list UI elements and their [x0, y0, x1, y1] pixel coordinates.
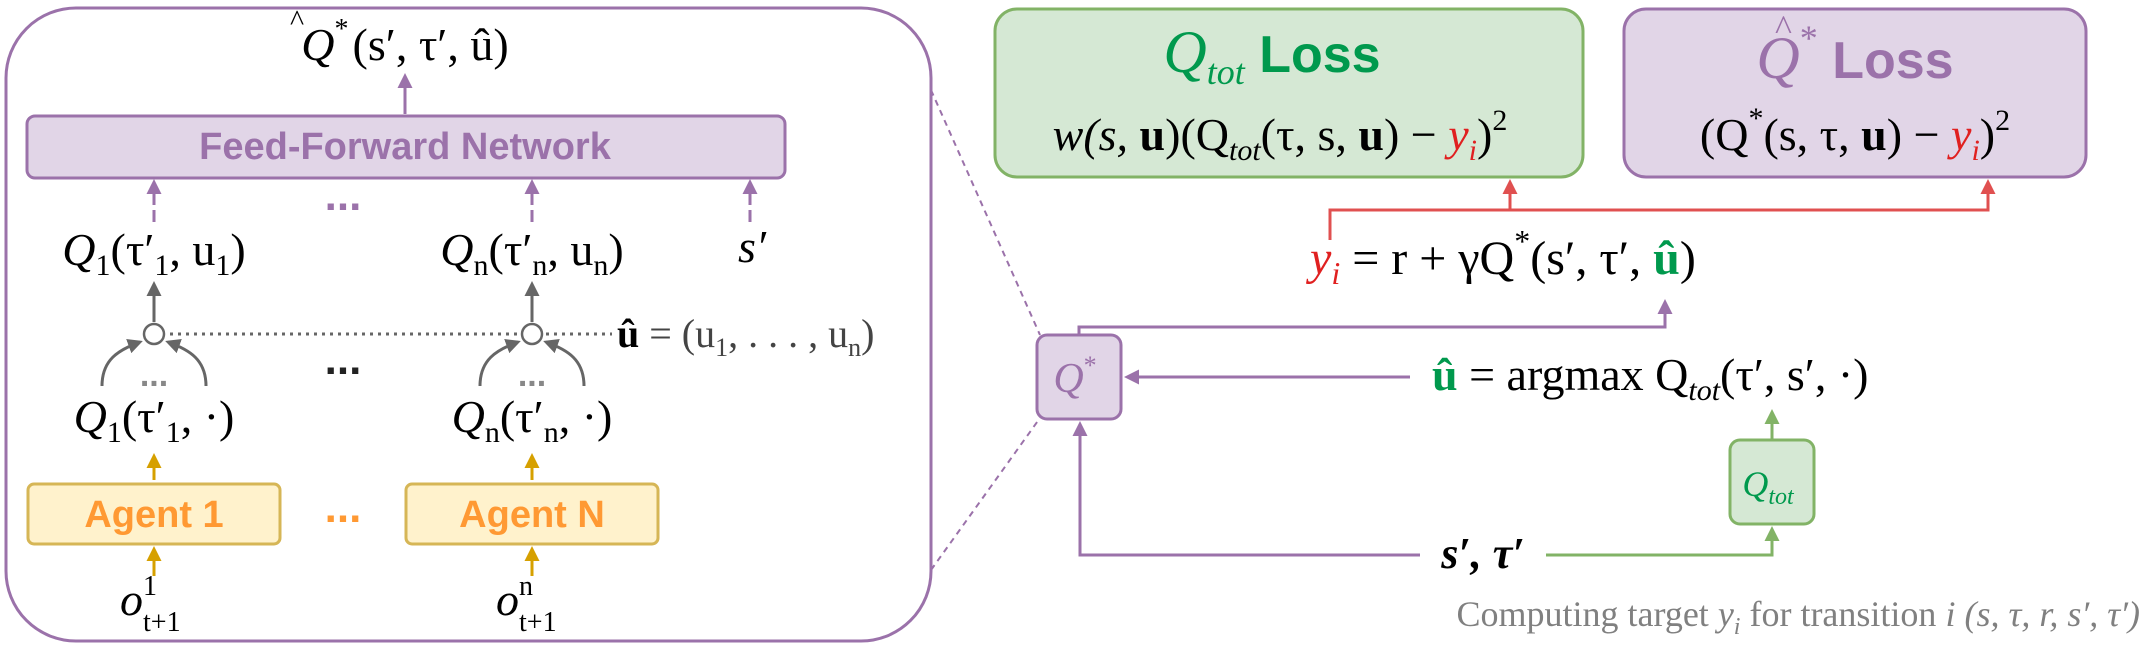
qstar-node-label: Q*	[1053, 351, 1096, 402]
argmax-node-1	[142, 322, 166, 346]
qn-chosen-value-label: Qn(τ′n, un)	[440, 224, 623, 282]
zoom-line-top	[930, 89, 1041, 336]
qstar-loss-formula: (Q*(s, τ, u) − yi)2	[1700, 102, 2010, 167]
agentn-curve-ellipsis: ...	[518, 356, 546, 394]
argmax-node-n	[520, 322, 544, 346]
next-state-trajectory-label: s′, τ′	[1440, 529, 1524, 578]
agent-1-label: Agent 1	[84, 494, 223, 536]
qtot-node-label: Qtot	[1742, 464, 1795, 510]
agentn-curve-right	[543, 339, 586, 387]
qn-utility-label: Qn(τ′n, ·)	[452, 391, 613, 449]
agent-n-label: Agent N	[459, 494, 605, 536]
agentn-curve-left	[478, 339, 521, 387]
qtot-loss-box	[993, 7, 1585, 179]
mixer-output-label: Q*(s′, τ′, û)	[301, 14, 508, 70]
q1-utility-label: Q1(τ′1, ·)	[74, 391, 235, 449]
observation-1-label: o1 t+1	[120, 571, 181, 638]
argmax-equation: û = argmax Qtot(τ′, s′, ·)	[1432, 349, 1869, 407]
agent1-curve-right	[165, 339, 208, 387]
qstar-loss-title: Q* Loss	[1756, 18, 1953, 91]
next-state-label: s′	[738, 221, 767, 272]
q1-chosen-value-label: Q1(τ′1, u1)	[62, 224, 245, 282]
zoom-line-bottom	[930, 417, 1041, 571]
joint-greedy-action-def: û = (u1, . . . , un)	[617, 311, 874, 362]
inputs-to-qtot-arrow	[1546, 526, 1780, 557]
qtot-loss-title: Qtot Loss	[1163, 19, 1380, 92]
ffn-input-ellipsis: ...	[325, 171, 362, 220]
agent1-curve-left	[100, 339, 143, 387]
inputs-to-qstar-arrow	[1072, 421, 1420, 557]
agents-middle-ellipsis: ...	[325, 335, 362, 384]
feed-forward-network-box	[25, 114, 787, 180]
qstar-to-target-arrow	[1077, 299, 1673, 335]
agent-1-box	[26, 482, 282, 546]
feed-forward-network-label: Feed-Forward Network	[199, 126, 612, 168]
target-to-losses-path	[1328, 179, 1996, 240]
target-equation: yi = r + γQ*(s′, τ′, û)	[1305, 223, 1696, 291]
figure-caption: Computing target yi for transition i (s,…	[1456, 594, 2140, 640]
hat-glyph: ^	[290, 4, 304, 37]
qtot-loss-formula: w(s, u)(Qtot(τ, s, u) − yi)2	[1053, 104, 1508, 167]
qstar-title-hat: ^	[1775, 8, 1792, 48]
agents-ellipsis: ...	[325, 483, 362, 532]
qstar-loss-box	[1622, 7, 2088, 179]
agent-n-box	[404, 482, 660, 546]
agent1-curve-ellipsis: ...	[140, 356, 168, 394]
observation-n-label: on t+1	[496, 571, 557, 638]
